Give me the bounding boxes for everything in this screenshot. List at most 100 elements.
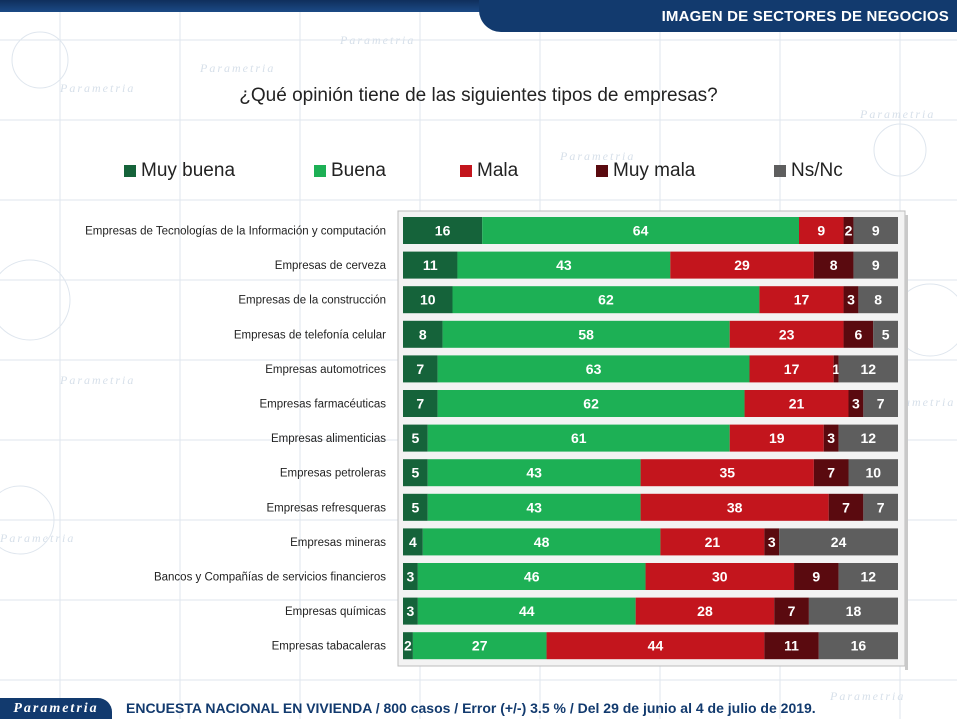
data-label: 9: [872, 257, 880, 273]
bar-segment-mala: [759, 286, 844, 314]
data-label: 3: [407, 569, 415, 585]
bar-segment-muy-buena: [403, 251, 458, 279]
data-label: 7: [827, 465, 835, 481]
data-label: 61: [571, 430, 587, 446]
data-label: 3: [407, 603, 415, 619]
data-label: 3: [852, 396, 860, 412]
bar-segment-ns-nc: [818, 632, 898, 660]
bar-segment-ns-nc: [873, 320, 898, 348]
category-label: Empresas refresqueras: [266, 502, 386, 514]
data-label: 18: [846, 603, 862, 619]
data-label: 64: [633, 223, 649, 239]
legend-item-buena: Buena: [314, 160, 386, 182]
data-label: 12: [861, 569, 877, 585]
bar-segment-muy-mala: [843, 217, 854, 244]
data-label: 9: [812, 569, 820, 585]
category-label: Empresas de Tecnologías de la Informació…: [85, 226, 386, 238]
data-label: 21: [789, 396, 805, 412]
data-label: 17: [794, 292, 810, 308]
bar-segment-muy-mala: [843, 286, 859, 314]
bar-segment-muy-buena: [403, 390, 438, 417]
data-label: 63: [586, 361, 602, 377]
bar-segment-muy-buena: [403, 217, 483, 244]
legend-label: Muy mala: [613, 160, 696, 181]
bar-segment-muy-buena: [403, 597, 418, 625]
data-label: 35: [719, 465, 735, 481]
data-label: 3: [827, 430, 835, 446]
bar-segment-mala: [729, 424, 824, 452]
watermark-text: Parametria: [0, 531, 75, 545]
category-label: Empresas alimenticias: [271, 433, 386, 445]
category-label: Empresas mineras: [290, 537, 386, 549]
chart-title: ¿Qué opinión tiene de las siguientes tip…: [239, 85, 718, 106]
bar-segment-buena: [427, 493, 641, 521]
data-label: 21: [705, 534, 721, 550]
bar-segment-muy-buena: [403, 459, 428, 487]
bar-segment-muy-buena: [403, 286, 453, 314]
data-label: 27: [472, 638, 488, 654]
category-label: Empresas automotrices: [265, 364, 386, 376]
data-label: 6: [855, 326, 863, 342]
data-label: 58: [578, 326, 594, 342]
plot-area-shadow: [905, 215, 908, 670]
legend-swatch: [124, 165, 136, 177]
bar-segment-muy-mala: [848, 390, 864, 417]
legend-label: Buena: [331, 160, 386, 181]
data-label: 30: [712, 569, 728, 585]
data-label: 8: [830, 257, 838, 273]
data-label: 8: [874, 292, 882, 308]
bar-segment-mala: [645, 563, 795, 590]
legend-swatch: [314, 165, 326, 177]
data-label: 12: [861, 430, 877, 446]
data-label: 9: [872, 223, 880, 239]
footer-brand-logo: Parametria: [0, 698, 112, 719]
category-label: Empresas de la construcción: [238, 295, 386, 307]
bar-segment-muy-mala: [843, 320, 874, 348]
bar-segment-mala: [749, 355, 834, 383]
data-label: 2: [404, 638, 412, 654]
data-label: 7: [416, 361, 424, 377]
bar-segment-mala: [744, 390, 849, 417]
data-label: 7: [877, 499, 885, 515]
data-label: 5: [411, 465, 419, 481]
bar-segment-muy-mala: [823, 424, 839, 452]
bar-segment-ns-nc: [853, 251, 898, 279]
bar-segment-buena: [457, 251, 671, 279]
data-label: 9: [817, 223, 825, 239]
bar-segment-ns-nc: [863, 493, 898, 521]
data-label: 5: [882, 326, 890, 342]
bar-segment-ns-nc: [863, 390, 898, 417]
category-label: Empresas de cerveza: [275, 260, 387, 272]
watermark-text: Parametria: [339, 33, 415, 47]
bar-segment-ns-nc: [848, 459, 898, 487]
category-label: Empresas tabacaleras: [272, 641, 387, 653]
bar-segment-ns-nc: [858, 286, 898, 314]
legend-item-mala: Mala: [460, 160, 518, 182]
data-label: 24: [831, 534, 847, 550]
data-label: 43: [526, 465, 542, 481]
bar-segment-ns-nc: [838, 355, 898, 383]
bar-segment-muy-buena: [403, 355, 438, 383]
data-label: 17: [784, 361, 800, 377]
bar-segment-buena: [442, 320, 730, 348]
bar-segment-mala: [799, 217, 844, 244]
data-label: 7: [788, 603, 796, 619]
legend-label: Ns/Nc: [791, 160, 843, 181]
data-label: 43: [556, 257, 572, 273]
bar-segment-buena: [427, 459, 641, 487]
data-label: 44: [648, 638, 664, 654]
bar-segment-buena: [417, 597, 636, 625]
watermark-text: Parametria: [829, 689, 905, 703]
data-label: 5: [411, 499, 419, 515]
data-label: 44: [519, 603, 535, 619]
bar-segment-muy-buena: [403, 493, 428, 521]
data-label: 19: [769, 430, 785, 446]
legend-item-muy-mala: Muy mala: [596, 160, 695, 182]
data-label: 2: [845, 223, 853, 239]
data-label: 10: [865, 465, 881, 481]
bar-segment-buena: [482, 217, 799, 244]
bar-segment-muy-mala: [764, 632, 819, 660]
watermark-text: Parametria: [199, 61, 275, 75]
data-label: 11: [423, 257, 438, 273]
category-label: Empresas de telefonía celular: [234, 329, 386, 341]
